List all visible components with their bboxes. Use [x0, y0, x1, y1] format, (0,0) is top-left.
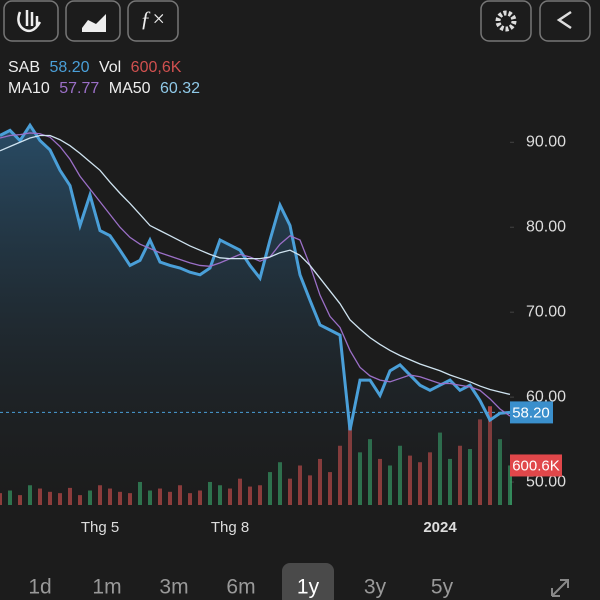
range-button[interactable]: 3y	[364, 576, 387, 599]
range-button[interactable]: 1d	[28, 576, 51, 599]
y-tick-label: 70.00	[526, 303, 566, 320]
hand-icon	[17, 10, 42, 33]
y-tick-label: 60.00	[526, 388, 566, 405]
fx-icon: ƒ×	[140, 6, 166, 31]
range-button[interactable]: 1m	[92, 576, 121, 599]
indicator-button[interactable]	[127, 0, 179, 42]
price-tag-bg	[510, 401, 553, 424]
price: 58.20	[49, 59, 89, 76]
legend-line-2: MA10 57.77 MA50 60.32	[8, 80, 200, 97]
ma50-name: MA50	[109, 80, 151, 97]
ma50: 60.32	[160, 80, 200, 97]
range-button[interactable]: 1y	[297, 576, 320, 599]
x-tick-label: 2024	[423, 519, 457, 536]
price-line	[0, 122, 511, 431]
y-tick-label: 90.00	[526, 133, 566, 150]
x-tick-label: Thg 5	[81, 519, 119, 536]
legend-line-1: SAB 58.20 Vol 600,6K	[8, 59, 182, 76]
settings-button[interactable]	[480, 0, 532, 42]
volume-tag-bg	[510, 454, 562, 477]
price-area	[0, 125, 510, 506]
volume-tag: 600.6K	[512, 457, 560, 474]
ma10: 57.77	[59, 80, 99, 97]
symbol: SAB	[8, 59, 40, 76]
y-tick-label: 80.00	[526, 218, 566, 235]
share-button[interactable]	[539, 0, 591, 42]
range-button[interactable]: 5y	[431, 576, 454, 599]
vol-name: Vol	[99, 59, 121, 76]
area-icon	[82, 14, 106, 32]
gear-icon	[495, 10, 517, 32]
range-selected	[282, 563, 334, 600]
y-tick-label: 50.00	[526, 473, 566, 490]
ma-line	[0, 134, 511, 396]
legend: SAB 58.20 Vol 600,6K MA10 57.77 MA50 60.…	[8, 59, 200, 97]
share-icon	[556, 10, 572, 30]
vol: 600,6K	[131, 59, 182, 76]
plot: 50.00 60.00 70.00 80.00 90.00 Thg 5 Thg 8 2024 5…	[0, 122, 566, 536]
ma10-name: MA10	[8, 80, 50, 97]
chart-type-button[interactable]	[65, 0, 121, 42]
gesture-button[interactable]	[3, 0, 59, 42]
range-button[interactable]: 3m	[159, 576, 188, 599]
range-button[interactable]: 6m	[226, 576, 255, 599]
price-tag: 58.20	[512, 404, 550, 421]
expand-icon[interactable]	[551, 579, 569, 597]
x-tick-label: Thg 8	[211, 519, 249, 536]
toolbar: ƒ×	[3, 0, 591, 42]
range-bar: 1d 1m 3m 6m 1y 3y 5y	[28, 563, 454, 600]
